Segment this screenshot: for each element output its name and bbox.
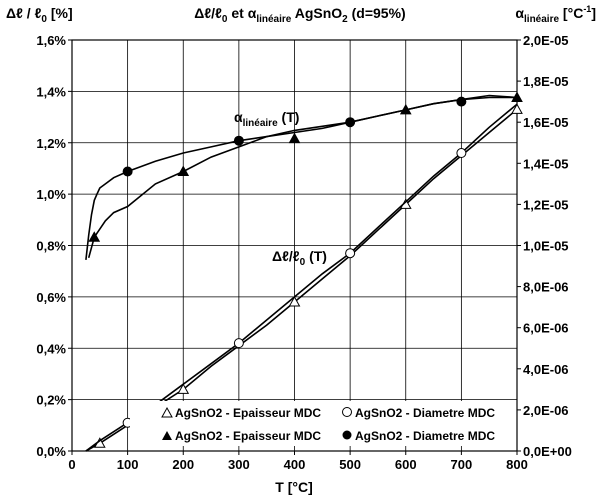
data-point-circle-open [345, 248, 356, 259]
x-tick-label: 500 [339, 457, 361, 472]
x-tick-label: 300 [228, 457, 250, 472]
data-point-circle-open [233, 338, 244, 349]
legend-marker-circle-open [342, 407, 352, 417]
y-left-tick-label: 0,4% [36, 341, 66, 356]
legend-marker-triangle-open [161, 406, 173, 418]
plot-area [71, 39, 518, 452]
chart-title: Δℓ/ℓ0 et αlinéaire AgSnO2 (d=95%) [194, 5, 405, 25]
y-left-tick-label: 0,8% [36, 239, 66, 254]
right-axis-title: αlinéaire [°C-1] [515, 4, 596, 25]
y-right-tick-label: 1,4E-05 [523, 156, 569, 171]
left-axis-title: Δℓ / ℓ0 [%] [6, 5, 73, 25]
y-right-tick-label: 0,0E+00 [523, 444, 572, 459]
data-point-triangle-open [288, 295, 301, 307]
data-point-triangle-filled [288, 132, 301, 144]
legend-label: AgSnO2 - Diametre MDC [355, 406, 495, 420]
y-right-tick-label: 6,0E-06 [523, 321, 569, 336]
y-right-tick-label: 2,0E-06 [523, 403, 569, 418]
legend-label: AgSnO2 - Diametre MDC [355, 429, 495, 443]
data-point-triangle-filled [177, 165, 190, 177]
x-tick-label: 200 [172, 457, 194, 472]
data-point-circle-filled [456, 96, 467, 107]
y-right-tick-label: 8,0E-06 [523, 280, 569, 295]
y-left-tick-label: 1,0% [36, 187, 66, 202]
data-point-circle-filled [122, 166, 133, 177]
legend-box [130, 401, 510, 446]
y-right-tick-label: 1,2E-05 [523, 197, 569, 212]
legend-label: AgSnO2 - Epaisseur MDC [175, 406, 321, 420]
series-group [85, 91, 523, 452]
alpha-annotation: αlinéaire (T) [234, 109, 299, 129]
y-left-tick-label: 0,0% [36, 444, 66, 459]
data-point-circle-filled [233, 135, 244, 146]
x-tick-label: 800 [506, 457, 528, 472]
y-left-tick-label: 1,2% [36, 136, 66, 151]
data-point-circle-open [456, 148, 467, 159]
data-point-triangle-filled [88, 231, 101, 242]
y-left-tick-label: 1,4% [36, 84, 66, 99]
series-line-triangle-filled [87, 94, 518, 259]
legend-marker-circle-filled [342, 430, 352, 440]
tick-labels: 0 100 200 300 400 500 600 700 800 0,0% 0,2% 0,4% 0,6… [36, 33, 571, 472]
legend-marker-triangle-filled [162, 431, 172, 440]
x-tick-label: 700 [451, 457, 473, 472]
dl-annotation: Δℓ/ℓ0 (T) [272, 248, 327, 268]
x-tick-label: 0 [68, 457, 75, 472]
y-left-tick-label: 0,2% [36, 393, 66, 408]
y-left-tick-label: 0,6% [36, 290, 66, 305]
legend: AgSnO2 - Epaisseur MDC AgSnO2 - Diametre… [130, 401, 510, 446]
series-line-circle-filled [85, 96, 517, 260]
data-point-triangle-open [511, 103, 523, 114]
x-tick-label: 100 [117, 457, 139, 472]
legend-label: AgSnO2 - Epaisseur MDC [175, 429, 321, 443]
y-left-tick-label: 1,6% [36, 33, 66, 48]
y-right-tick-label: 1,8E-05 [523, 74, 569, 89]
y-right-tick-label: 1,6E-05 [523, 115, 569, 130]
x-axis-title: T [°C] [275, 479, 312, 495]
y-right-tick-label: 1,0E-05 [523, 239, 569, 254]
x-tick-label: 400 [284, 457, 306, 472]
y-right-tick-label: 4,0E-06 [523, 362, 569, 377]
data-point-triangle-open [177, 383, 190, 394]
x-tick-label: 600 [395, 457, 417, 472]
series-line-circle-open [85, 103, 518, 452]
data-point-circle-filled [345, 117, 356, 128]
y-right-tick-label: 2,0E-05 [523, 33, 569, 48]
